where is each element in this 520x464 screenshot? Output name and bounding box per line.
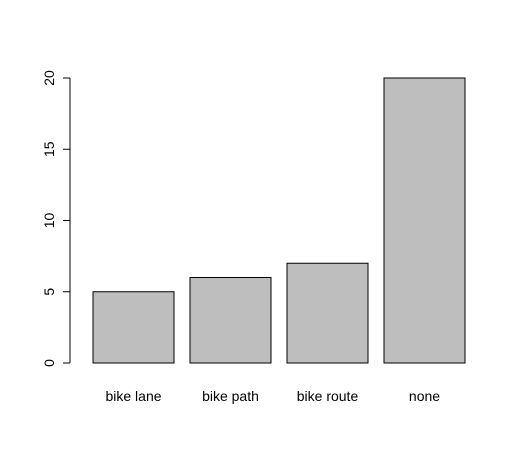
category-label: bike lane (105, 388, 161, 404)
y-tick-label: 20 (41, 70, 57, 86)
category-label: bike route (297, 388, 359, 404)
y-axis: 0 5 10 15 20 (41, 70, 71, 367)
bars (92, 77, 466, 364)
y-tick-label: 15 (41, 141, 57, 157)
bar-bike-path (189, 277, 272, 364)
category-label: bike path (202, 388, 259, 404)
bar-bike-route (286, 262, 369, 364)
bar-bike-lane (92, 291, 175, 364)
y-tick-label: 10 (41, 213, 57, 229)
y-tick-label: 0 (41, 359, 57, 367)
category-label: none (409, 388, 440, 404)
x-axis-labels: bike lane bike path bike route none (105, 388, 440, 404)
bar-none (383, 77, 466, 364)
y-tick-label: 5 (41, 288, 57, 296)
